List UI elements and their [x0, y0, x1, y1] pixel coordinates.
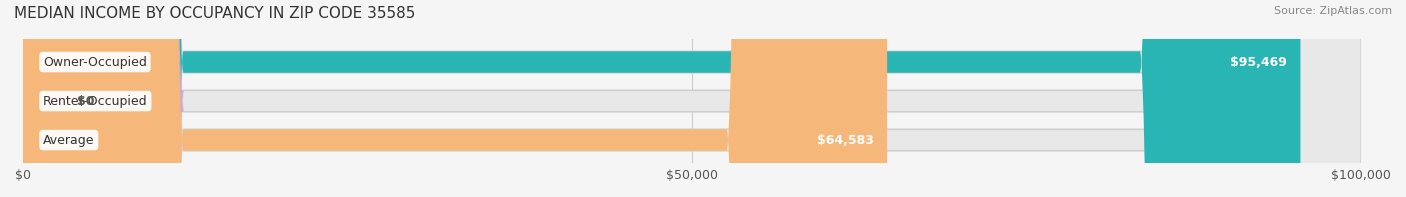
FancyBboxPatch shape [22, 0, 1361, 197]
Text: Owner-Occupied: Owner-Occupied [44, 56, 148, 69]
FancyBboxPatch shape [22, 0, 1301, 197]
FancyBboxPatch shape [22, 0, 1361, 197]
Text: Average: Average [44, 134, 94, 147]
FancyBboxPatch shape [22, 0, 887, 197]
Text: $64,583: $64,583 [817, 134, 873, 147]
Text: Source: ZipAtlas.com: Source: ZipAtlas.com [1274, 6, 1392, 16]
Text: Renter-Occupied: Renter-Occupied [44, 95, 148, 108]
Text: $0: $0 [76, 95, 94, 108]
Text: $95,469: $95,469 [1230, 56, 1286, 69]
Text: MEDIAN INCOME BY OCCUPANCY IN ZIP CODE 35585: MEDIAN INCOME BY OCCUPANCY IN ZIP CODE 3… [14, 6, 415, 21]
FancyBboxPatch shape [0, 0, 184, 197]
FancyBboxPatch shape [22, 0, 1361, 197]
